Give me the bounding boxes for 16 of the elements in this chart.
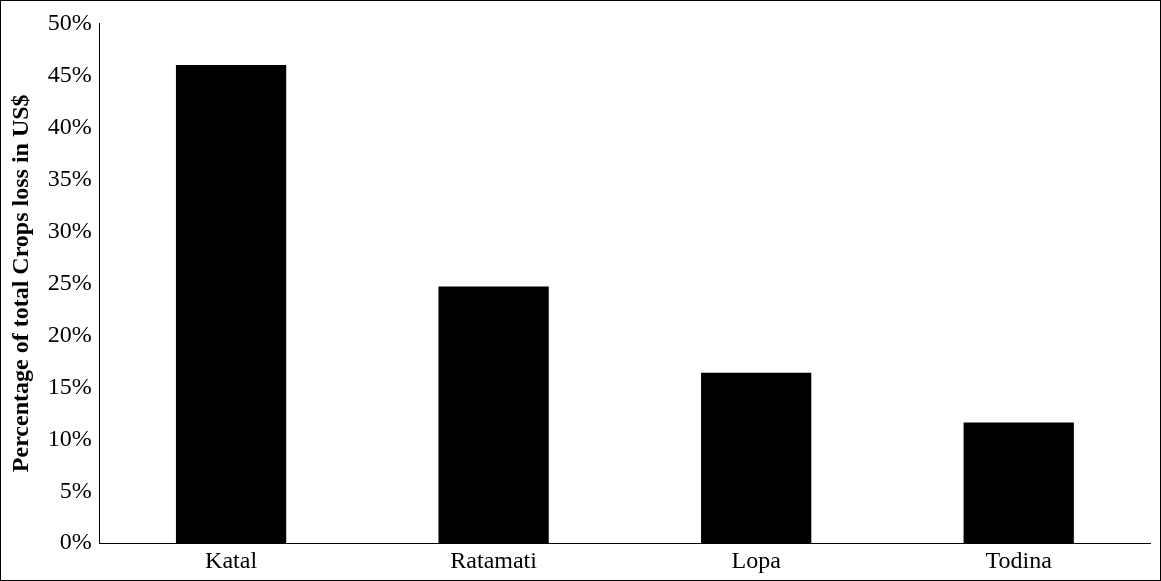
y-tick-label: 5% [59,476,92,503]
y-tick-label: 35% [47,164,92,191]
y-tick-label: 50% [47,8,92,35]
x-tick-label: Katal [205,546,258,573]
y-tick-label: 25% [47,268,92,295]
y-tick-label: 15% [47,372,92,399]
x-tick-label: Lopa [731,546,782,573]
y-tick-label: 10% [47,424,92,451]
y-tick-label: 20% [47,320,92,347]
y-axis-title: Percentage of total Crops loss in US$ [6,94,33,473]
x-tick-label: Ratamati [450,546,538,573]
y-tick-label: 45% [47,60,92,87]
x-tick-label: Todina [985,546,1053,573]
y-tick-label: 40% [47,112,92,139]
y-tick-label: 30% [47,216,92,243]
y-tick-label: 0% [59,528,92,555]
